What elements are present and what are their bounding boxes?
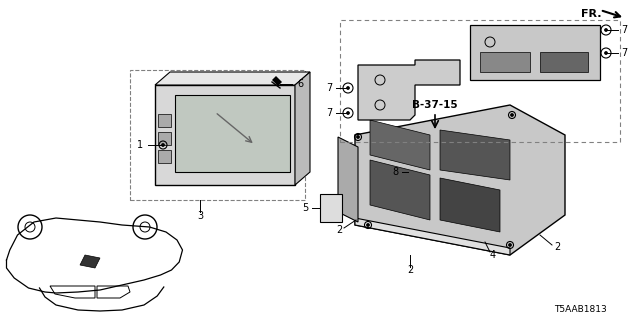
Polygon shape — [370, 120, 430, 170]
Text: 7: 7 — [326, 108, 332, 118]
Text: 7: 7 — [621, 25, 627, 35]
Circle shape — [161, 143, 164, 147]
Polygon shape — [358, 60, 460, 120]
Text: 2: 2 — [554, 242, 560, 252]
Polygon shape — [338, 137, 358, 222]
Circle shape — [509, 244, 511, 246]
Text: 4: 4 — [490, 250, 496, 260]
FancyBboxPatch shape — [480, 52, 530, 72]
Text: 8: 8 — [392, 167, 398, 177]
Text: 2: 2 — [336, 225, 342, 235]
Circle shape — [346, 111, 349, 115]
Text: 7: 7 — [326, 83, 332, 93]
Circle shape — [346, 86, 349, 90]
FancyBboxPatch shape — [320, 194, 342, 222]
Circle shape — [367, 223, 369, 227]
Circle shape — [605, 52, 607, 54]
Polygon shape — [175, 95, 290, 172]
Circle shape — [356, 135, 360, 139]
Polygon shape — [295, 72, 310, 185]
Text: 6: 6 — [297, 79, 303, 89]
FancyBboxPatch shape — [157, 114, 170, 126]
FancyBboxPatch shape — [157, 132, 170, 145]
Polygon shape — [272, 76, 282, 86]
Polygon shape — [155, 85, 295, 185]
Text: B-37-15: B-37-15 — [412, 100, 458, 110]
Text: 2: 2 — [407, 265, 413, 275]
Text: T5AAB1813: T5AAB1813 — [554, 306, 606, 315]
Text: FR.: FR. — [580, 9, 601, 19]
Text: 3: 3 — [197, 211, 203, 221]
Polygon shape — [355, 218, 510, 255]
Polygon shape — [355, 105, 565, 255]
Polygon shape — [370, 160, 430, 220]
Polygon shape — [80, 255, 100, 268]
Polygon shape — [440, 130, 510, 180]
Polygon shape — [155, 72, 310, 85]
Text: 1: 1 — [137, 140, 143, 150]
FancyBboxPatch shape — [157, 149, 170, 163]
Polygon shape — [470, 25, 600, 80]
FancyBboxPatch shape — [540, 52, 588, 72]
Text: 5: 5 — [301, 203, 308, 213]
Polygon shape — [440, 178, 500, 232]
Circle shape — [605, 28, 607, 31]
Circle shape — [511, 114, 513, 116]
Text: 7: 7 — [621, 48, 627, 58]
